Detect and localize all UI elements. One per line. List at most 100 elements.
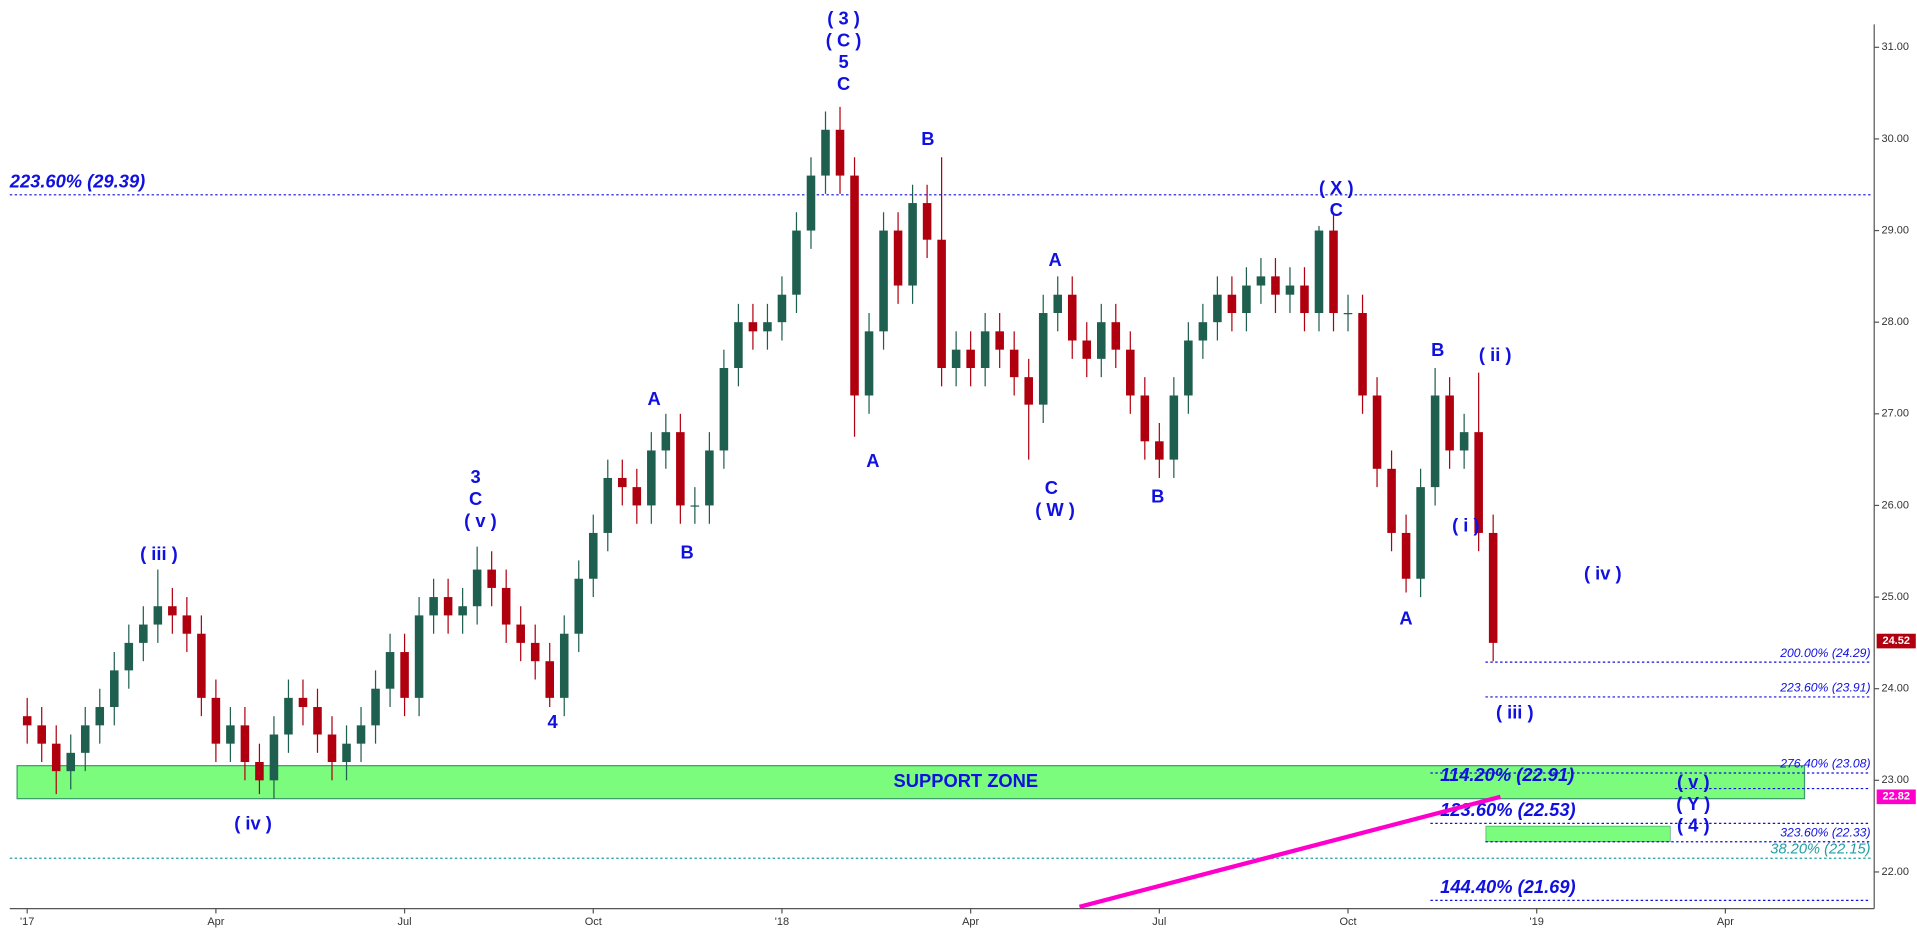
candle-body [356, 725, 366, 744]
candle-body [937, 239, 946, 368]
candle-body [1111, 322, 1121, 350]
candle-body [603, 477, 613, 533]
wave-label: A [1048, 249, 1061, 270]
wave-label: ( W ) [1035, 499, 1075, 520]
trendline-price-label: 22.82 [1882, 791, 1909, 803]
fib-level-label: 114.20% (22.91) [1440, 764, 1574, 785]
candle-body [777, 294, 787, 323]
candle-body [835, 129, 845, 176]
y-tick-label: 29.00 [1882, 224, 1909, 236]
wave-label: ( X ) [1319, 177, 1354, 198]
fib-level-label: 38.20% (22.15) [1770, 842, 1870, 858]
candle-body [1343, 313, 1353, 315]
candle-body [1256, 276, 1266, 286]
wave-label: 3 [470, 466, 480, 487]
x-tick-label: Oct [1339, 916, 1356, 928]
candle-body [1416, 487, 1425, 579]
candle-body [458, 606, 467, 616]
candle-body [168, 606, 177, 616]
candle-body [371, 688, 380, 726]
candle-body [342, 743, 351, 763]
candle-body [153, 606, 163, 625]
candle-body [400, 652, 409, 698]
candle-body [124, 642, 134, 671]
candle-body [1358, 313, 1367, 396]
candle-body [966, 349, 975, 368]
candle-body [951, 349, 961, 368]
y-tick-label: 25.00 [1882, 591, 1909, 603]
fib-level-label: 323.60% (22.33) [1780, 825, 1870, 839]
candle-body [226, 725, 235, 744]
x-tick-label: '19 [1530, 916, 1544, 928]
candle-body [661, 432, 671, 451]
candle-body [922, 203, 932, 240]
x-tick-label: '17 [20, 916, 34, 928]
candle-body [1242, 285, 1251, 314]
x-tick-label: Apr [962, 916, 979, 928]
wave-label: B [1151, 485, 1164, 506]
candle-body [632, 487, 642, 506]
fib-level-label: 200.00% (24.29) [1779, 646, 1870, 660]
candle-body [559, 633, 569, 698]
candle-body [908, 203, 917, 286]
candle-body [80, 725, 90, 753]
x-tick-label: Oct [585, 916, 602, 928]
candle-body [95, 707, 105, 726]
wave-label: ( v ) [1677, 771, 1710, 792]
candle-body [51, 743, 61, 772]
candle-body [734, 322, 743, 368]
candle-body [850, 175, 859, 396]
candle-body [429, 597, 438, 616]
wave-label: 4 [548, 711, 559, 732]
wave-label: C [1330, 199, 1343, 220]
support-zone-label: SUPPORT ZONE [894, 770, 1039, 791]
candle-body [22, 716, 32, 726]
wave-label: B [1431, 339, 1444, 360]
candle-body [110, 670, 119, 708]
candle-body [1285, 285, 1295, 295]
candle-body [211, 697, 221, 744]
trendline [1078, 794, 1501, 909]
wave-label: ( 3 ) [827, 7, 860, 28]
wave-label: ( v ) [464, 510, 497, 531]
candle-body [1067, 294, 1077, 341]
candle-body [313, 707, 322, 735]
candle-body [1430, 395, 1440, 488]
y-tick-label: 28.00 [1882, 316, 1909, 328]
candle-body [748, 322, 758, 332]
candles [22, 106, 1498, 799]
candle-body [1140, 395, 1150, 442]
candle-body [879, 230, 888, 332]
y-tick-label: 27.00 [1882, 408, 1909, 420]
fib-level-label: 223.60% (29.39) [9, 170, 145, 191]
wave-label: ( iv ) [1584, 562, 1622, 583]
candle-body [255, 762, 264, 781]
candle-body [298, 697, 308, 708]
wave-label: ( 4 ) [1677, 815, 1710, 836]
candle-body [182, 615, 192, 634]
candle-body [545, 661, 554, 698]
candle-body [719, 367, 729, 451]
candle-body [1184, 340, 1193, 396]
candle-body [1372, 395, 1382, 469]
wave-label: A [647, 388, 660, 409]
trendline-price-box [1876, 789, 1916, 805]
candle-body [443, 597, 453, 616]
y-tick-label: 30.00 [1882, 133, 1909, 145]
candle-body [1227, 294, 1237, 314]
candle-body [487, 569, 496, 588]
wave-label: 5 [838, 51, 848, 72]
candle-body [501, 587, 511, 625]
candle-body [1387, 468, 1396, 533]
wave-label: B [680, 542, 693, 563]
x-tick-label: '18 [775, 916, 789, 928]
last-price-label: 24.52 [1882, 635, 1909, 647]
candle-body [37, 725, 46, 744]
candle-body [1488, 532, 1498, 643]
wave-label: C [1045, 477, 1058, 498]
candle-body [284, 697, 293, 735]
target-zone [1485, 825, 1671, 843]
fib-level-label: 123.60% (22.53) [1440, 799, 1575, 820]
wave-label: ( ii ) [1479, 344, 1512, 365]
candle-body [530, 642, 540, 662]
